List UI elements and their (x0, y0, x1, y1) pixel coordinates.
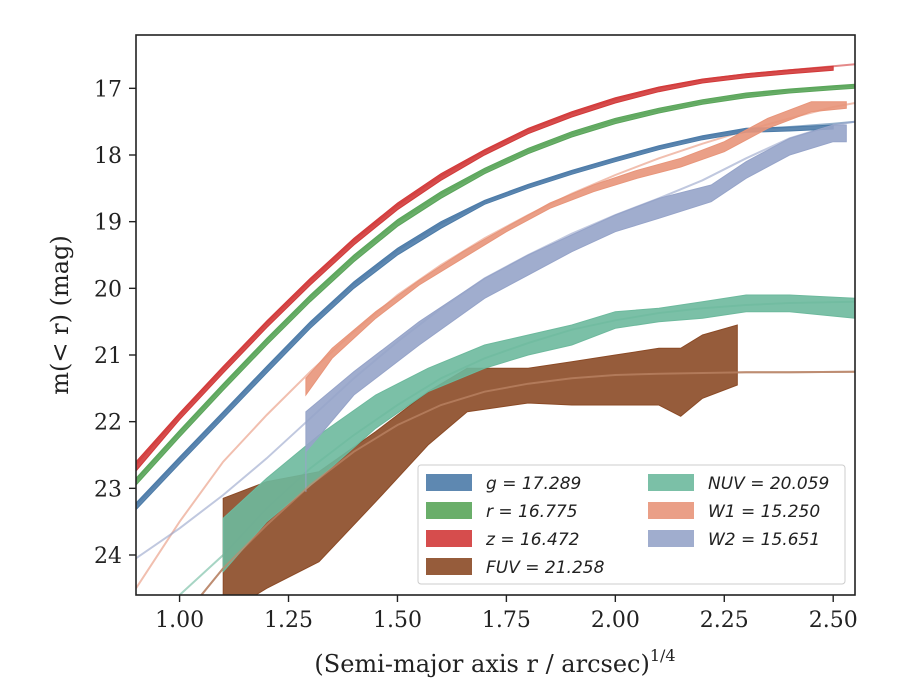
x-tick-label: 2.00 (591, 608, 640, 633)
legend-label: r = 16.775 (486, 502, 578, 522)
y-tick-label: 19 (94, 211, 122, 236)
band-w2 (305, 124, 847, 492)
x-axis: 1.00 1.25 1.50 1.75 2.00 2.25 2.50 (155, 595, 858, 633)
legend-label: FUV = 21.258 (486, 558, 605, 578)
legend-swatch (426, 530, 472, 547)
legend-item-r: r = 16.775 (426, 502, 578, 522)
y-tick-label: 18 (94, 144, 122, 169)
x-tick-label: 2.25 (700, 608, 749, 633)
legend-item-w2: W2 = 15.651 (648, 530, 820, 550)
legend-swatch (426, 474, 472, 491)
legend-frame (417, 464, 846, 585)
y-axis: 17 18 19 20 21 22 23 24 (94, 77, 136, 569)
legend-label: W1 = 15.250 (708, 502, 820, 522)
plot-frame (135, 34, 856, 596)
x-tick-label: 1.00 (155, 608, 204, 633)
x-axis-title: (Semi-major axis r / arcsec)1/4 (314, 646, 675, 678)
legend-label: W2 = 15.651 (708, 530, 820, 550)
band-z (136, 65, 834, 472)
x-axis-title-exponent: 1/4 (650, 646, 676, 665)
x-tick-label: 1.75 (482, 608, 531, 633)
y-axis-title: m(< r) (mag) (46, 235, 74, 394)
legend-swatch (426, 502, 472, 519)
legend-item-w1: W1 = 15.250 (648, 502, 820, 522)
legend-swatch (648, 530, 694, 547)
legend-swatch (648, 474, 694, 491)
x-tick-label: 1.25 (264, 608, 313, 633)
legend-item-g: g = 17.289 (426, 474, 581, 494)
band-r (136, 83, 855, 486)
y-tick-label: 17 (94, 77, 122, 102)
legend-item-fuv: FUV = 21.258 (426, 558, 605, 578)
legend-label: NUV = 20.059 (708, 474, 829, 494)
y-tick-label: 22 (94, 411, 122, 436)
legend-label: g = 17.289 (486, 474, 581, 494)
model-curve-g (136, 120, 855, 506)
y-tick-label: 20 (94, 277, 122, 302)
band-w1 (305, 101, 847, 397)
legend-item-nuv: NUV = 20.059 (648, 474, 829, 494)
plot-area (136, 63, 855, 595)
model-curve-fuv-overlay (200, 370, 855, 595)
legend-label: z = 16.472 (485, 530, 579, 550)
x-tick-label: 2.50 (809, 608, 858, 633)
band-nuv (222, 294, 855, 574)
legend: g = 17.289 NUV = 20.059 r = 16.775 W1 = 15.… (417, 464, 846, 585)
legend-swatch (426, 558, 472, 575)
x-tick-label: 1.50 (373, 608, 422, 633)
y-tick-label: 21 (94, 344, 122, 369)
legend-swatch (648, 502, 694, 519)
y-tick-label: 24 (94, 544, 122, 569)
y-tick-label: 23 (94, 477, 122, 502)
legend-item-z: z = 16.472 (426, 530, 579, 550)
